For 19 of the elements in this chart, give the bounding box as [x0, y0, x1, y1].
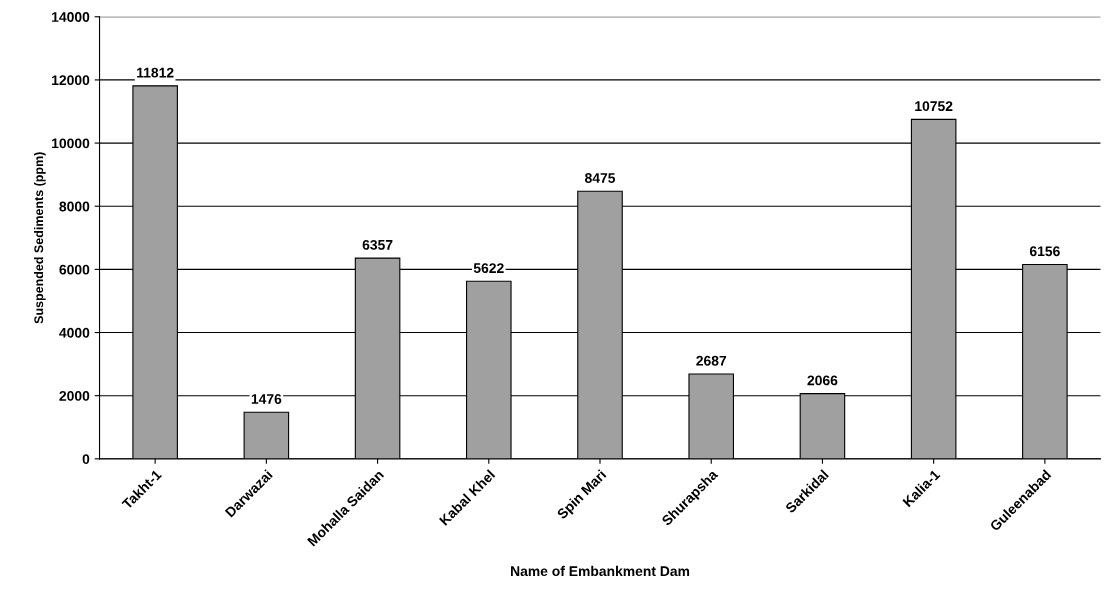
data-label: 2687 — [696, 355, 727, 366]
data-label: 8475 — [585, 173, 616, 183]
data-label: 11812 — [137, 67, 174, 78]
y-tick-label: 12000 — [52, 75, 90, 86]
y-tick-label: 10000 — [52, 138, 90, 149]
data-label: 1476 — [251, 394, 282, 404]
data-label: 6357 — [362, 239, 393, 250]
data-label: 10752 — [915, 101, 953, 112]
data-label: 5622 — [473, 263, 504, 274]
y-tick-label: 8000 — [59, 201, 90, 212]
data-label: 6156 — [1029, 246, 1060, 257]
x-axis-title: Name of Embankment Dam — [511, 565, 690, 577]
y-tick-label: 6000 — [59, 264, 90, 275]
y-tick-label: 0 — [82, 454, 90, 464]
y-tick-label: 4000 — [59, 327, 90, 338]
y-tick-label: 14000 — [52, 12, 90, 22]
y-axis-title: Suspended Sediments (ppm) — [33, 152, 46, 324]
y-tick-label: 2000 — [59, 391, 90, 401]
data-label: 2066 — [807, 375, 838, 386]
